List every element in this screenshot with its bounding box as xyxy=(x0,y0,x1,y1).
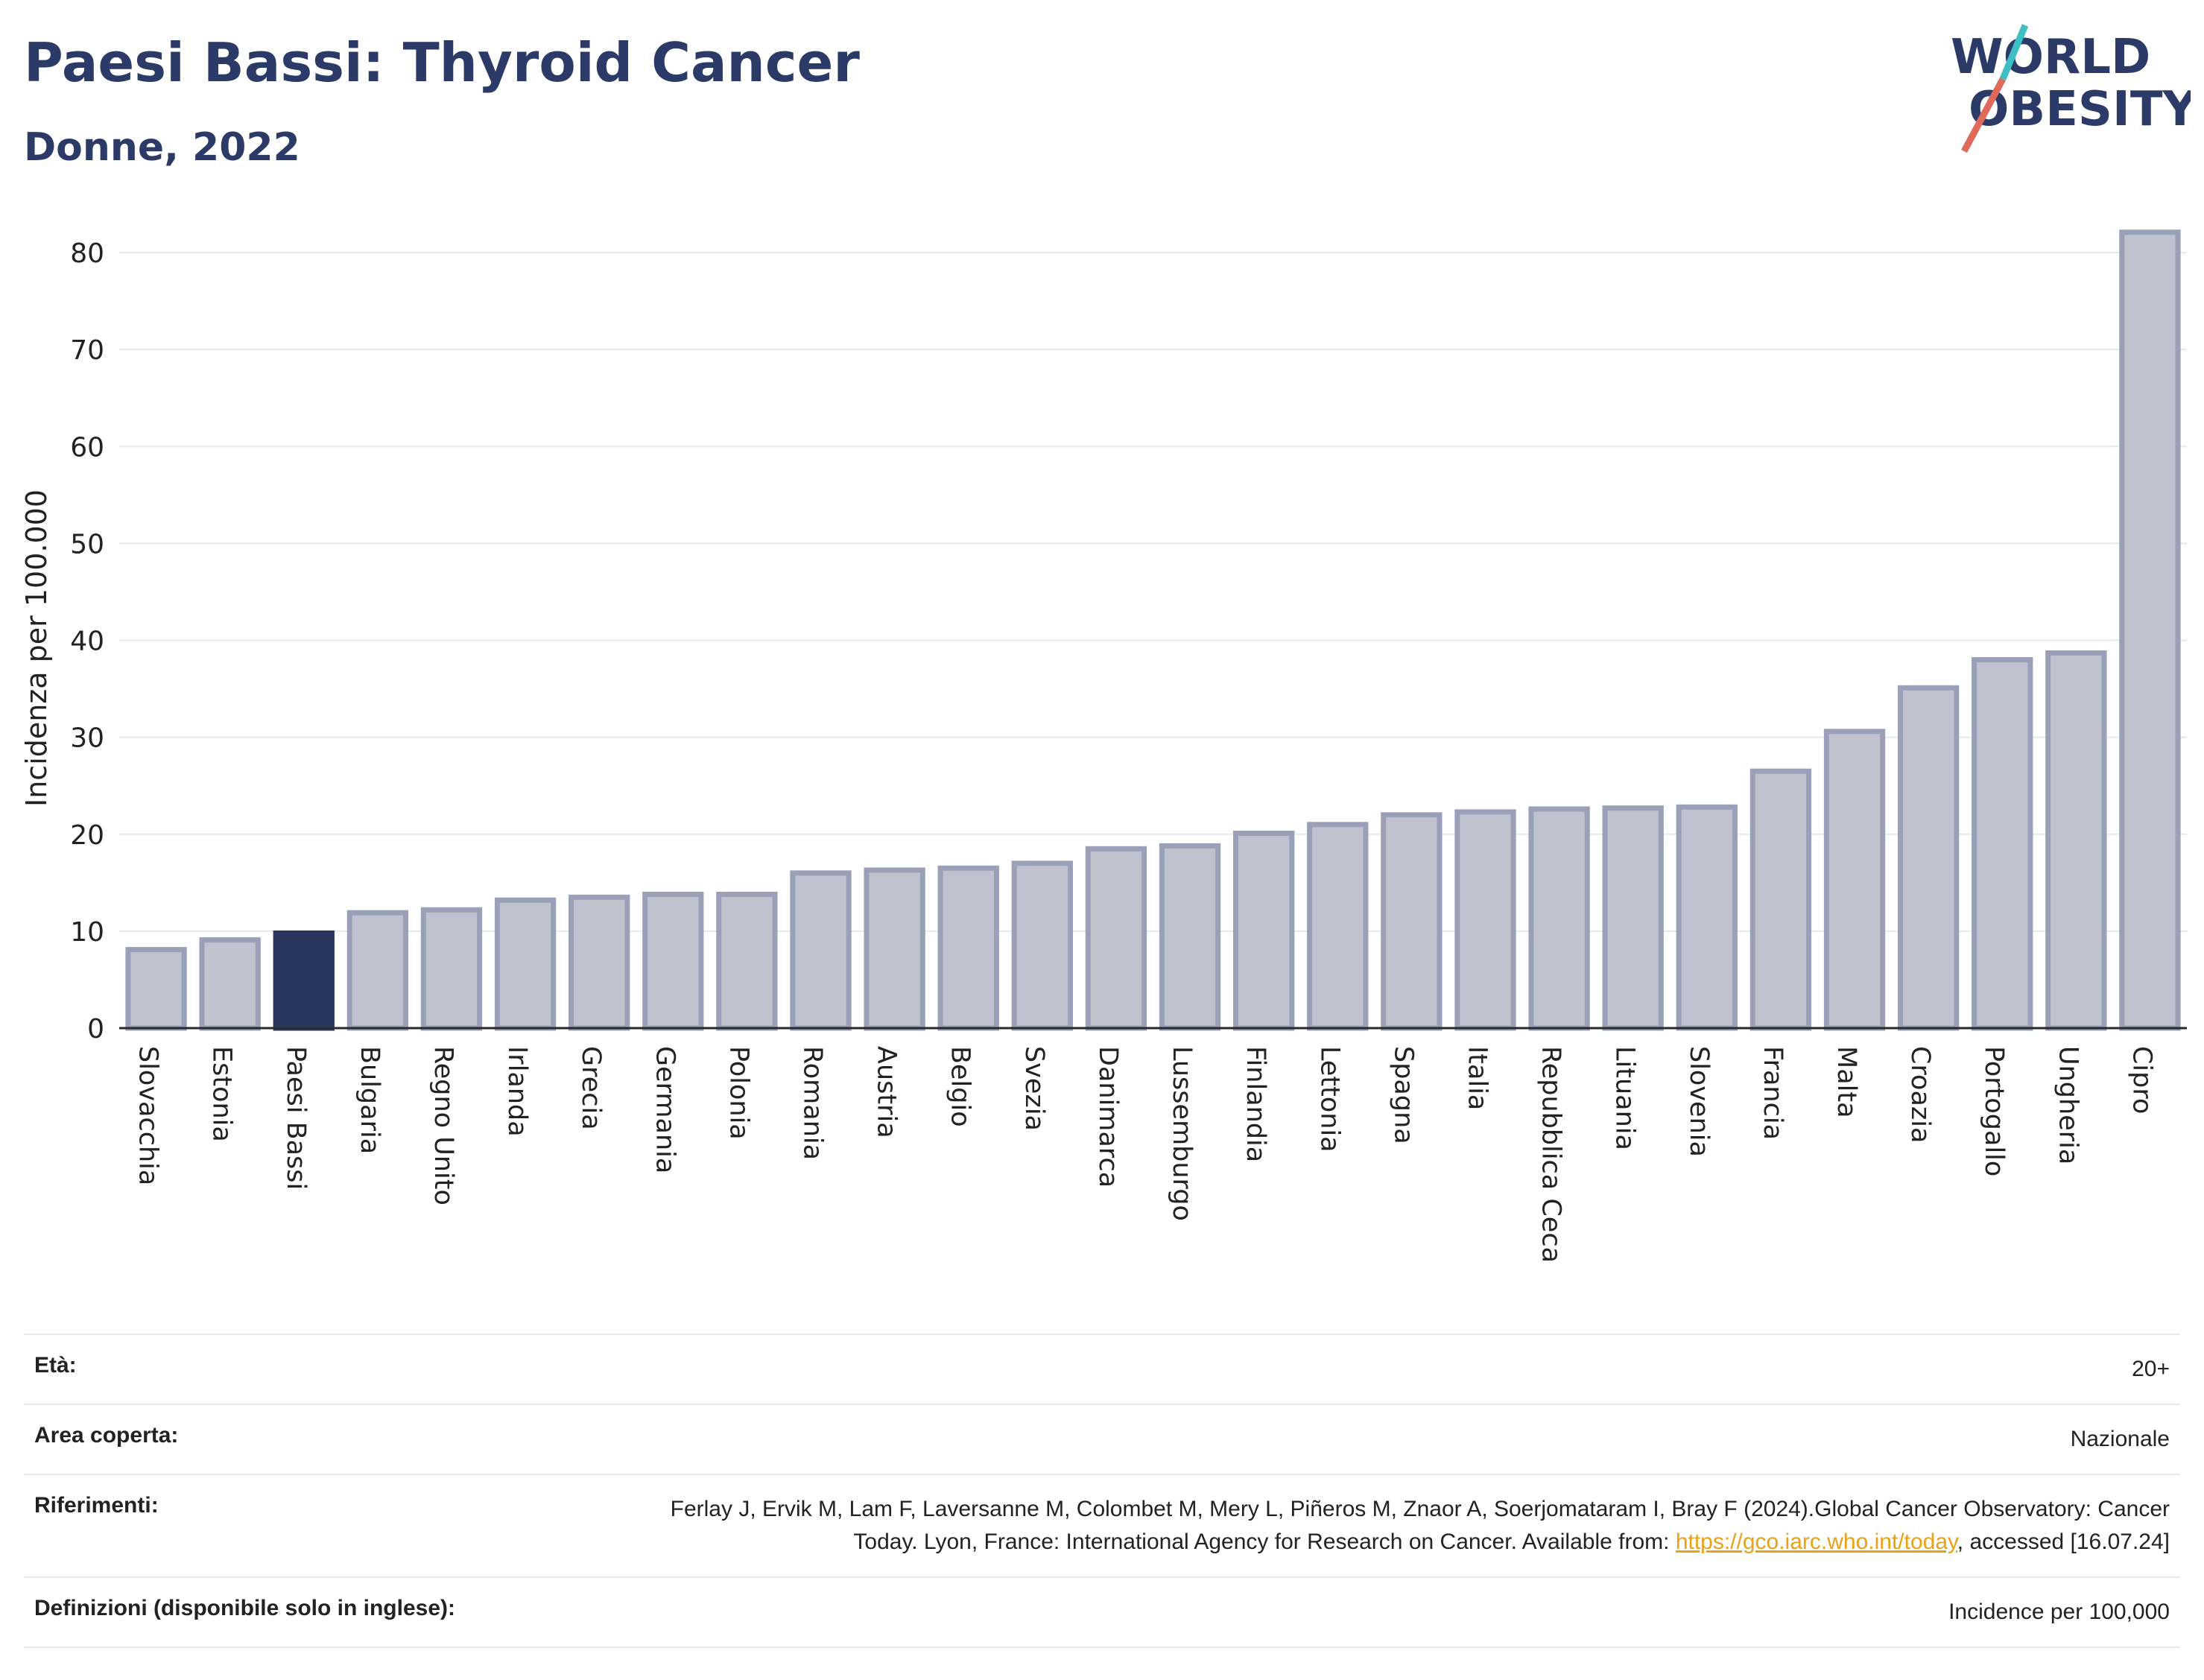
x-tick-label: Lettonia xyxy=(1314,1046,1344,1153)
y-tick-label: 30 xyxy=(70,723,104,754)
x-tick-label: Bulgaria xyxy=(355,1046,384,1154)
bar-regno-unito xyxy=(420,907,483,1031)
bar-germania xyxy=(642,891,704,1031)
bar-italia xyxy=(1454,809,1516,1031)
y-tick-label: 10 xyxy=(70,917,104,948)
bar-austria xyxy=(864,867,925,1031)
bar-chart: 0 10 20 30 40 50 60 70 80 Slovacchia Estonia Paesi… xyxy=(20,229,2187,1263)
bar-danimarca xyxy=(1085,846,1147,1031)
references-accessed: , accessed [16.07.24] xyxy=(1957,1530,2170,1554)
bar-paesi-bassi xyxy=(273,930,335,1031)
x-tick-label: Italia xyxy=(1462,1046,1492,1110)
chart-title: Paesi Bassi: Thyroid Cancer xyxy=(24,31,860,94)
world-obesity-logo: WORLD OBESITY xyxy=(1951,24,2191,153)
y-tick-label: 70 xyxy=(70,335,104,366)
references-text: Ferlay J, Ervik M, Lam F, Laversanne M, … xyxy=(670,1497,2170,1554)
meta-row-references: Riferimenti: Ferlay J, Ervik M, Lam F, L… xyxy=(24,1474,2180,1576)
bar-lituania xyxy=(1602,805,1664,1031)
x-tick-label: Finlandia xyxy=(1241,1046,1270,1162)
x-tick-label: Danimarca xyxy=(1093,1046,1123,1188)
x-tick-label: Paesi Bassi xyxy=(281,1046,311,1190)
references-value: Ferlay J, Ervik M, Lam F, Laversanne M, … xyxy=(620,1493,2170,1559)
chart-subtitle: Donne, 2022 xyxy=(24,125,300,170)
bar-francia xyxy=(1749,768,1812,1031)
age-value: 20+ xyxy=(2132,1357,2170,1381)
x-tick-label: Lussemburgo xyxy=(1167,1046,1197,1221)
bar-romania xyxy=(790,870,852,1031)
x-tick-label: Slovacchia xyxy=(133,1046,163,1185)
y-tick-label: 60 xyxy=(70,432,104,463)
bar-portogallo xyxy=(1972,657,2033,1031)
area-value: Nazionale xyxy=(2070,1427,2170,1451)
x-tick-label: Romania xyxy=(798,1046,828,1160)
x-tick-label: Lituania xyxy=(1610,1046,1640,1150)
bar-polonia xyxy=(716,891,778,1031)
bar-lussemburgo xyxy=(1159,843,1221,1031)
bar-grecia xyxy=(569,894,630,1031)
x-tick-label: Cipro xyxy=(2127,1046,2156,1114)
bar-finlandia xyxy=(1233,830,1295,1031)
x-tick-label: Ungheria xyxy=(2053,1046,2083,1164)
metadata-table: Età: 20+ Area coperta: Nazionale Riferim… xyxy=(24,1334,2180,1648)
y-axis-label: Incidenza per 100.000 xyxy=(20,489,53,807)
x-tick-label: Spagna xyxy=(1388,1046,1418,1144)
x-tick-label: Estonia xyxy=(207,1046,237,1142)
bar-repubblica-ceca xyxy=(1528,806,1590,1031)
logo-line-2: OBESITY xyxy=(1969,82,2191,137)
logo-line-1: WORLD xyxy=(1951,30,2150,85)
bar-malta xyxy=(1823,729,1886,1031)
x-tick-label: Slovenia xyxy=(1684,1046,1714,1157)
x-tick-label: Malta xyxy=(1831,1046,1861,1118)
x-tick-label: Croazia xyxy=(1905,1046,1935,1143)
x-tick-label: Repubblica Ceca xyxy=(1536,1046,1566,1263)
x-tick-label: Francia xyxy=(1758,1046,1787,1140)
bars xyxy=(125,229,2181,1031)
bar-ungheria xyxy=(2045,650,2107,1031)
references-label: Riferimenti: xyxy=(34,1493,159,1518)
x-tick-label: Belgio xyxy=(946,1046,975,1127)
bar-lettonia xyxy=(1307,822,1369,1031)
bar-croazia xyxy=(1897,685,1960,1031)
meta-row-definitions: Definizioni (disponibile solo in inglese… xyxy=(24,1576,2180,1648)
bar-irlanda xyxy=(494,897,557,1031)
bar-belgio xyxy=(937,865,999,1031)
y-axis-ticks: 0 10 20 30 40 50 60 70 80 xyxy=(70,238,104,1045)
age-label: Età: xyxy=(34,1353,77,1378)
bar-estonia xyxy=(199,937,261,1031)
x-axis-ticks: Slovacchia Estonia Paesi Bassi Bulgaria Regn… xyxy=(133,1046,2157,1263)
x-tick-label: Regno Unito xyxy=(428,1046,458,1205)
bar-spagna xyxy=(1381,812,1443,1031)
bar-svezia xyxy=(1011,860,1074,1031)
definitions-value: Incidence per 100,000 xyxy=(1948,1600,2170,1624)
x-tick-label: Portogallo xyxy=(1979,1046,2009,1176)
meta-row-age: Età: 20+ xyxy=(24,1334,2180,1404)
x-tick-label: Irlanda xyxy=(502,1046,532,1137)
definitions-label: Definizioni (disponibile solo in inglese… xyxy=(34,1596,456,1620)
area-label: Area coperta: xyxy=(34,1423,179,1448)
y-tick-label: 20 xyxy=(70,820,104,851)
y-tick-label: 50 xyxy=(70,529,104,560)
x-tick-label: Austria xyxy=(872,1046,902,1138)
x-tick-label: Polonia xyxy=(723,1046,753,1140)
meta-row-area: Area coperta: Nazionale xyxy=(24,1404,2180,1474)
y-tick-label: 80 xyxy=(70,238,104,269)
y-tick-label: 0 xyxy=(87,1014,104,1045)
bar-bulgaria xyxy=(346,910,409,1031)
x-tick-label: Grecia xyxy=(576,1046,606,1130)
bar-slovenia xyxy=(1676,804,1738,1031)
x-tick-label: Germania xyxy=(650,1046,680,1173)
y-tick-label: 40 xyxy=(70,627,104,657)
bar-slovacchia xyxy=(125,947,187,1031)
x-tick-label: Svezia xyxy=(1019,1046,1049,1131)
bar-cipro xyxy=(2119,229,2181,1031)
references-link[interactable]: https://gco.iarc.who.int/today xyxy=(1675,1530,1957,1554)
